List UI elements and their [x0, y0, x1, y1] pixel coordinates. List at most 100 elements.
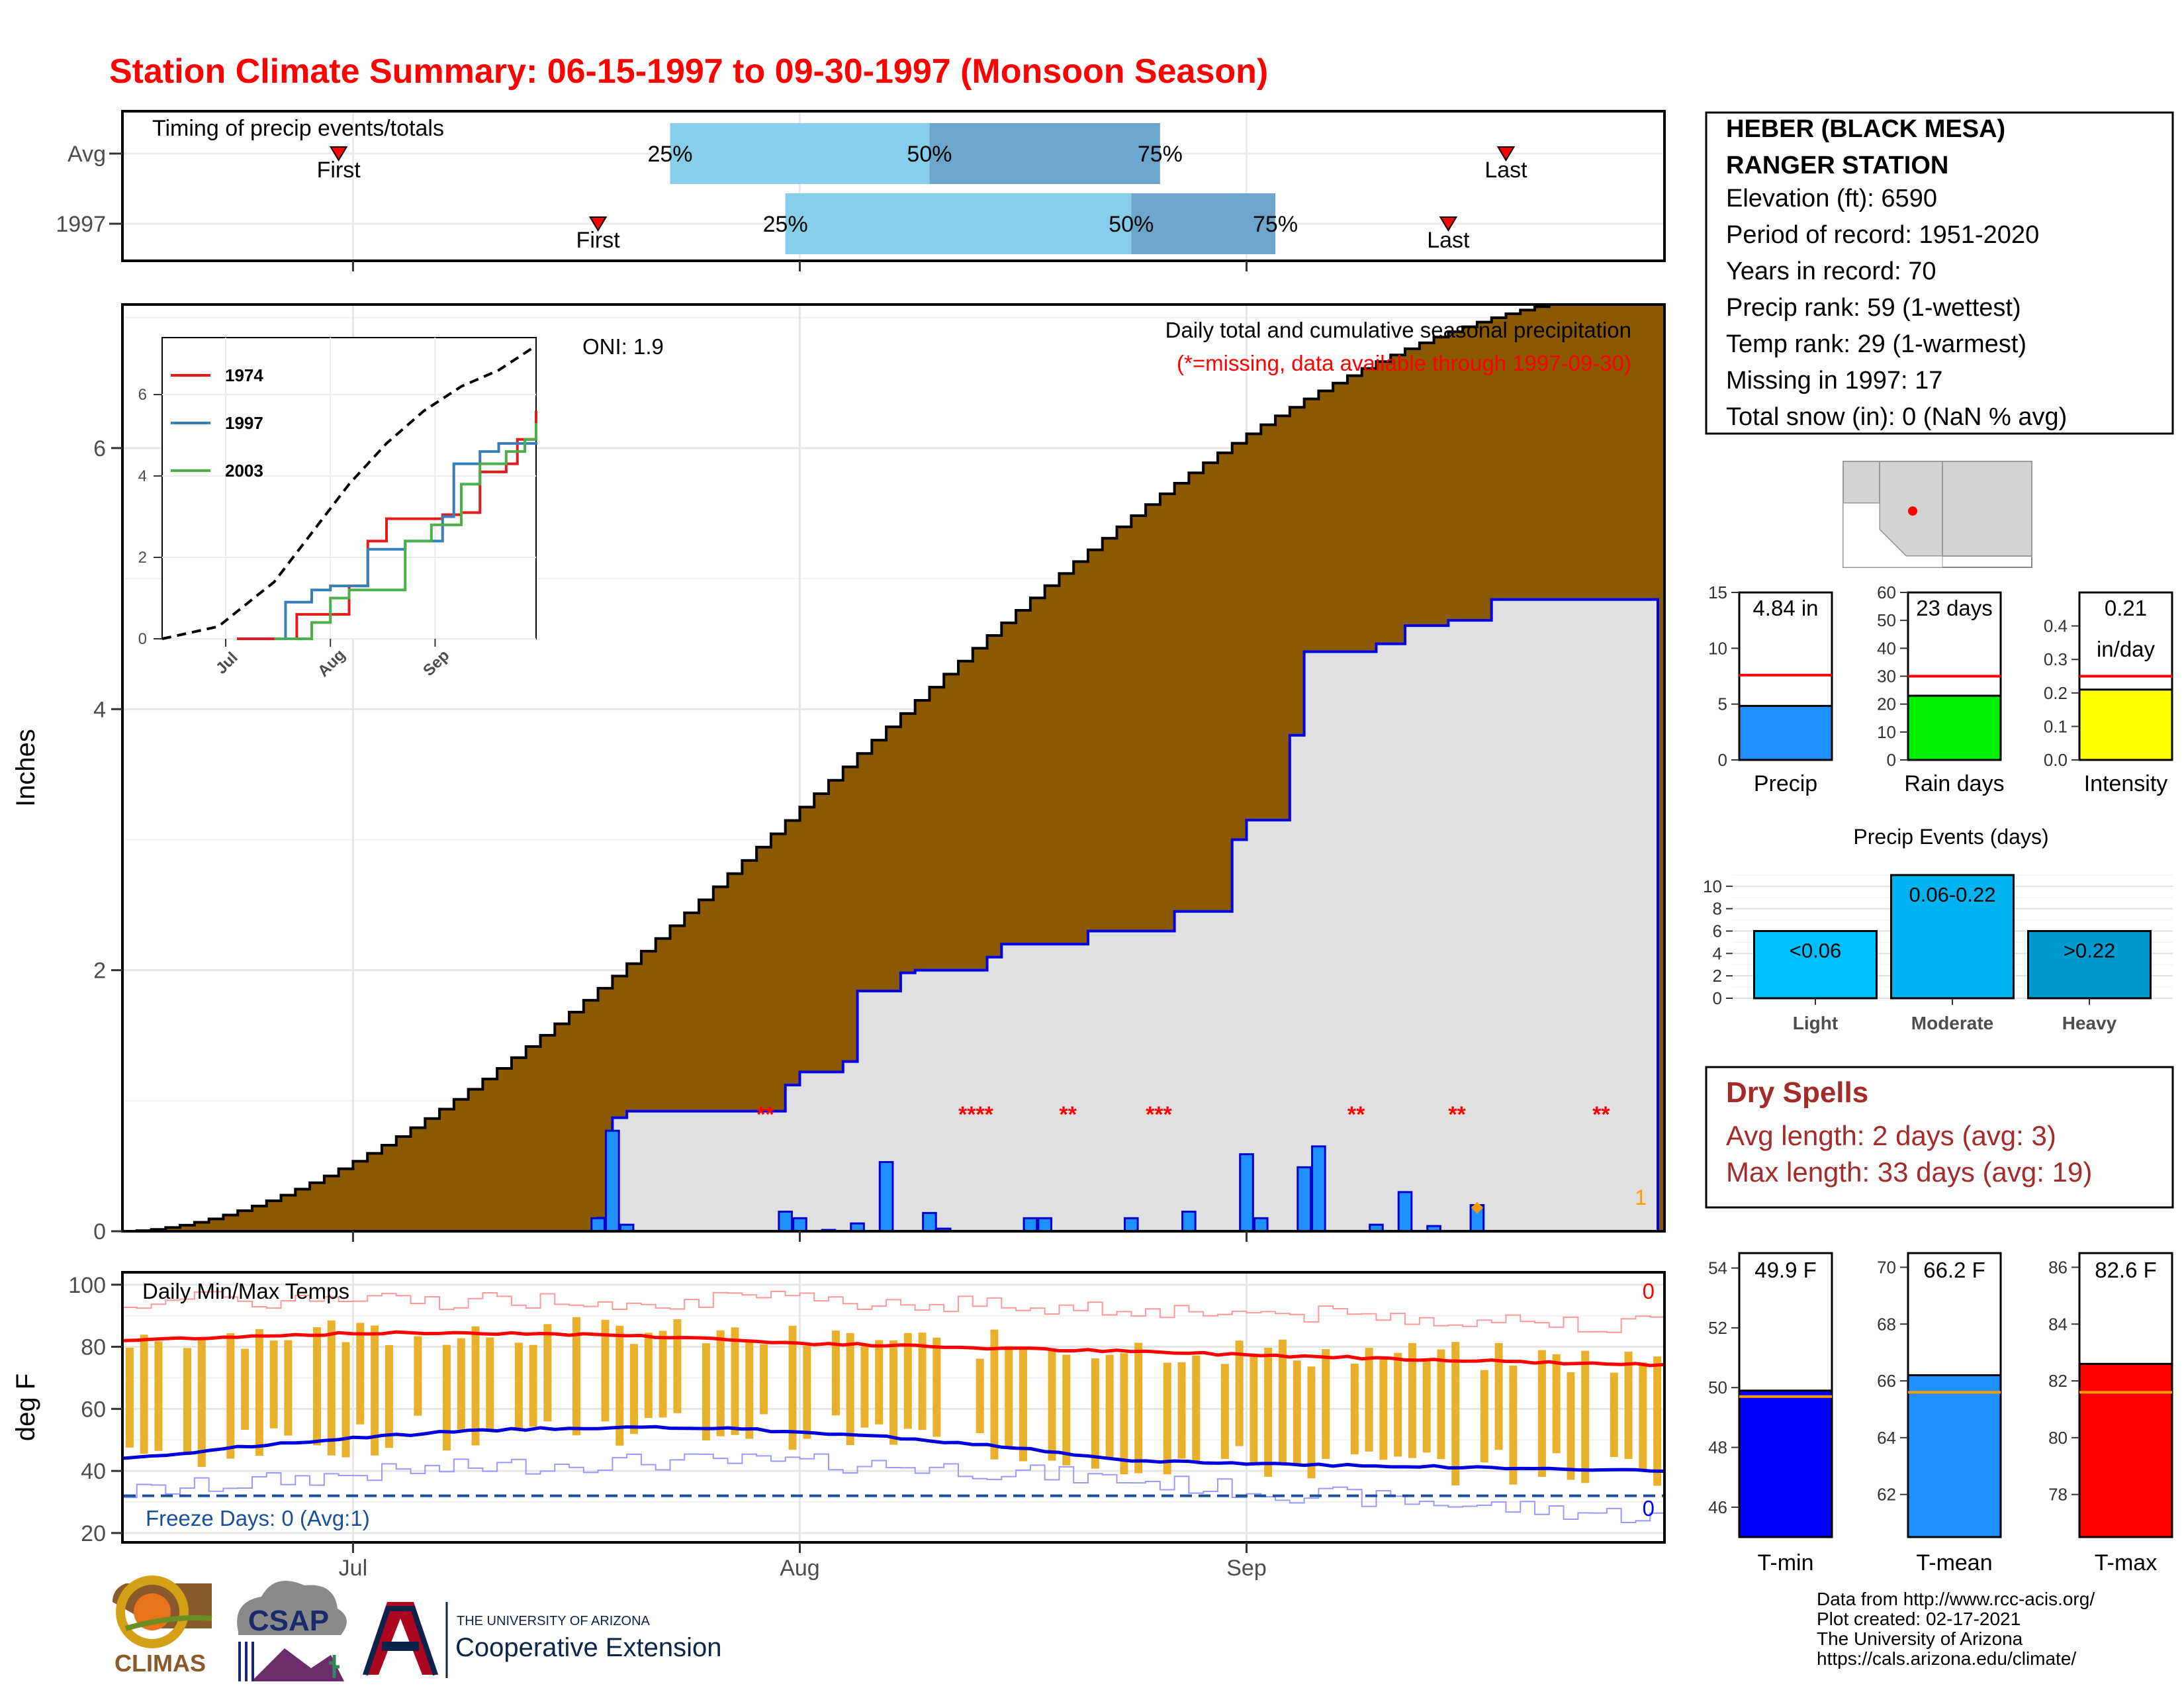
timing-row-avg: Avg	[68, 142, 106, 167]
temp-chart: 20 40 60 80 100 Jul Aug Sep deg F Daily Min/Ma…	[11, 1271, 1666, 1581]
temp-bar-tick: 62	[1877, 1485, 1896, 1505]
temp-range-bar	[1394, 1352, 1402, 1457]
station-location-dot	[1908, 506, 1917, 516]
station-name-line1: HEBER (BLACK MESA)	[1726, 115, 2005, 143]
mini-bar-fill	[1738, 704, 1833, 761]
temp-bar-tick: 54	[1708, 1258, 1727, 1278]
temp-ytick-label: 80	[81, 1335, 106, 1360]
temp-range-bar	[1567, 1372, 1575, 1480]
climas-logo: CLIMAS	[113, 1575, 212, 1677]
temp-range-bar	[889, 1340, 897, 1445]
temp-range-bar	[903, 1333, 912, 1429]
temp-bar-tick: 84	[2048, 1314, 2068, 1334]
precip-event-bar-label: >0.22	[2064, 939, 2115, 962]
temp-range-bar	[1581, 1350, 1590, 1483]
temp-range-bar	[1293, 1360, 1301, 1465]
temp-range-bar	[1005, 1346, 1013, 1449]
record-max-line	[122, 1290, 1664, 1333]
daily-precip-bar	[1297, 1166, 1312, 1231]
csap-logo: CSAP	[237, 1580, 347, 1681]
inset-legend-label: 1974	[225, 365, 263, 385]
temp-range-bar	[601, 1319, 610, 1422]
daily-precip-bar	[1124, 1217, 1139, 1231]
temp-range-bar	[659, 1331, 667, 1418]
mini-bar-tick: 40	[1877, 638, 1896, 658]
temp-bar-value: 49.9 F	[1754, 1258, 1817, 1282]
temp-bar-label: T-max	[2095, 1550, 2157, 1575]
temp-range-bar	[241, 1348, 250, 1430]
precip-ylabel: Inches	[11, 729, 40, 807]
daily-precip-bar	[1311, 1145, 1326, 1231]
avg-q50-label: 50%	[907, 142, 952, 167]
station-name-line2: RANGER STATION	[1726, 152, 1948, 179]
temp-bar-tick: 46	[1708, 1497, 1727, 1517]
daily-precip-bar	[605, 1129, 620, 1231]
avg-first-marker	[329, 146, 348, 162]
precip-ytick-label: 0	[93, 1219, 106, 1244]
temp-title: Daily Min/Max Temps	[142, 1279, 349, 1303]
footer-line: Plot created: 02-17-2021	[1817, 1609, 2021, 1629]
precip-events-title: Precip Events (days)	[1853, 825, 2048, 849]
temp-range-bar	[1624, 1351, 1633, 1459]
mini-bar-tick: 50	[1877, 610, 1896, 630]
temp-range-bar	[702, 1343, 710, 1440]
footer-line: The University of Arizona	[1817, 1628, 2023, 1649]
dry-spells-avg: Avg length: 2 days (avg: 3)	[1726, 1120, 2056, 1151]
temp-bottom-count: 0	[1643, 1496, 1655, 1521]
daily-precip-bar	[1037, 1217, 1052, 1231]
temp-range-bar	[933, 1337, 941, 1437]
temp-range-bar	[803, 1346, 811, 1439]
y1997-first-label: First	[576, 228, 621, 253]
temp-bar-tick: 86	[2048, 1257, 2068, 1277]
precip-event-bar	[1753, 930, 1878, 1000]
temp-range-bar	[356, 1323, 365, 1425]
temp-summary-bars: 49.9 F 46 48 50 52 54 T-min 66.2 F 62 64 66 68 70 T-m…	[1708, 1252, 2173, 1575]
temp-range-bar	[1451, 1342, 1460, 1485]
daily-precip-bar	[778, 1210, 793, 1231]
temp-xtick-label: Sep	[1226, 1556, 1267, 1581]
temp-range-bar	[1134, 1342, 1143, 1474]
temp-range-bar	[197, 1338, 206, 1467]
temp-xtick-label: Aug	[780, 1556, 820, 1581]
ua-small-text: THE UNIVERSITY OF ARIZONA	[457, 1614, 651, 1628]
precip-event-category: Light	[1793, 1013, 1838, 1033]
temp-range-bar	[1177, 1362, 1186, 1459]
temp-range-bar	[1610, 1372, 1618, 1458]
temp-xtick-label: Jul	[339, 1556, 367, 1581]
temp-range-bar	[471, 1326, 480, 1446]
temp-range-bar	[1350, 1364, 1359, 1455]
station-detail-line: Years in record: 70	[1726, 258, 1936, 285]
temp-bar-tick: 80	[2048, 1428, 2068, 1448]
temp-range-bar	[140, 1335, 148, 1454]
precip-event-category: Moderate	[1911, 1013, 1993, 1033]
daily-precip-bar	[1181, 1210, 1197, 1231]
precip-event-ytick: 6	[1713, 921, 1722, 941]
dry-spells-frame	[1705, 1066, 2174, 1209]
temp-range-bar	[630, 1344, 639, 1434]
location-map	[1843, 461, 2032, 568]
inset-ytick-label: 6	[138, 386, 147, 404]
precip-event-ytick: 10	[1703, 876, 1722, 896]
temp-bar-t-min: 49.9 F 46 48 50 52 54 T-min	[1708, 1252, 1833, 1575]
temp-range-bar	[1120, 1353, 1128, 1475]
temp-range-bar	[1264, 1348, 1273, 1477]
temp-ytick-label: 100	[68, 1273, 106, 1298]
inset-series-2003	[274, 423, 537, 640]
y1997-last-marker	[1439, 216, 1458, 232]
mini-bar-tick: 15	[1708, 583, 1727, 602]
temp-range-bar	[385, 1344, 393, 1448]
temp-range-bar	[125, 1347, 134, 1448]
temp-range-bar	[1048, 1350, 1056, 1461]
y1997-q50-q75-bar	[1131, 193, 1276, 254]
daily-precip-bar	[878, 1160, 894, 1231]
station-detail-line: Missing in 1997: 17	[1726, 367, 1942, 395]
mini-bar-label: Rain days	[1904, 771, 2004, 796]
precip-events-chart: Precip Events (days) <0.06 Light 0.06-0.22…	[1703, 825, 2173, 1033]
temp-range-bar	[255, 1329, 263, 1456]
station-detail-line: Elevation (ft): 6590	[1726, 185, 1937, 212]
missing-marker: **	[1448, 1102, 1466, 1127]
missing-marker: ***	[1146, 1102, 1172, 1127]
mini-bar-precip: 4.84 in 0 5 10 15 Precip	[1708, 583, 1833, 796]
dry-spells-title: Dry Spells	[1726, 1076, 1868, 1109]
